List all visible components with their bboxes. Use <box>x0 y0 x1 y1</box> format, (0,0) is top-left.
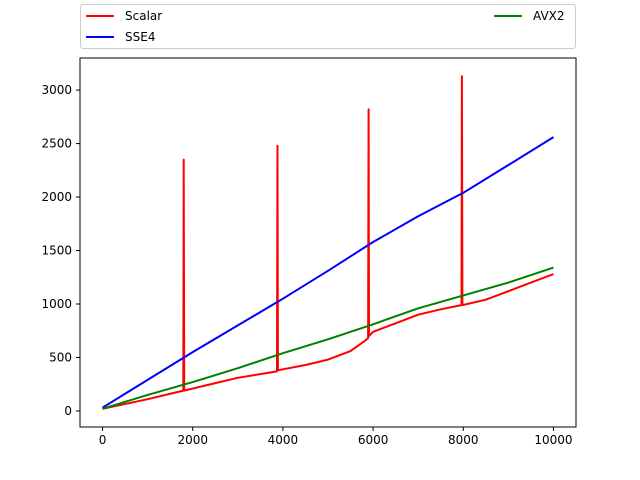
plot-area <box>80 58 576 427</box>
x-axis: 0 2000 4000 6000 8000 10000 <box>99 427 573 447</box>
x-tick-label: 8000 <box>448 433 479 447</box>
series-line-sse4 <box>101 136 555 409</box>
legend-label-sse4: SSE4 <box>125 30 155 44</box>
x-tick-label: 0 <box>99 433 107 447</box>
legend-box <box>80 4 576 49</box>
series-line-scalar <box>102 75 554 410</box>
y-tick-label: 3000 <box>41 83 72 97</box>
legend-label-avx2: AVX2 <box>533 9 565 23</box>
legend-label-scalar: Scalar <box>125 9 162 23</box>
y-axis: 0 500 1000 1500 2000 2500 3000 <box>41 83 80 418</box>
y-tick-label: 2500 <box>41 137 72 151</box>
series-layer <box>101 75 555 410</box>
x-tick-label: 6000 <box>358 433 389 447</box>
legend: Scalar SSE4 AVX2 <box>80 4 576 49</box>
x-tick-label: 10000 <box>534 433 572 447</box>
y-tick-label: 0 <box>64 404 72 418</box>
plot-frame <box>79 57 577 428</box>
y-tick-label: 1000 <box>41 297 72 311</box>
y-tick-label: 500 <box>49 350 72 364</box>
x-tick-label: 4000 <box>268 433 299 447</box>
x-tick-label: 2000 <box>177 433 208 447</box>
y-tick-label: 1500 <box>41 244 72 258</box>
series-line-avx2 <box>102 266 554 410</box>
y-tick-label: 2000 <box>41 190 72 204</box>
